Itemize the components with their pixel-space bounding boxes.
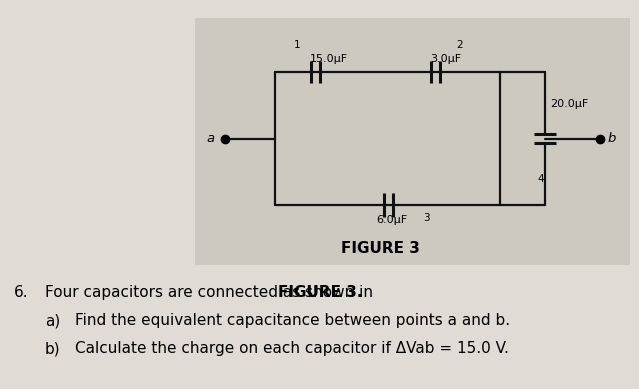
FancyBboxPatch shape xyxy=(195,18,630,265)
Text: Four capacitors are connected as shown in: Four capacitors are connected as shown i… xyxy=(45,285,378,300)
Text: 4: 4 xyxy=(537,173,544,184)
Text: a: a xyxy=(207,132,215,145)
Text: 20.0μF: 20.0μF xyxy=(550,98,589,109)
Text: Find the equivalent capacitance between points a and b.: Find the equivalent capacitance between … xyxy=(75,313,510,328)
Text: 1: 1 xyxy=(294,40,300,50)
Text: a): a) xyxy=(45,313,60,328)
Text: b): b) xyxy=(45,341,61,356)
Text: FIGURE 3.: FIGURE 3. xyxy=(278,285,362,300)
Text: 6.: 6. xyxy=(14,285,29,300)
Text: b: b xyxy=(608,132,617,145)
Text: 3.0μF: 3.0μF xyxy=(430,54,461,64)
Text: FIGURE 3: FIGURE 3 xyxy=(341,240,419,256)
Text: 2: 2 xyxy=(457,40,463,50)
Text: 15.0μF: 15.0μF xyxy=(310,54,348,64)
Text: Calculate the charge on each capacitor if ΔVab = 15.0 V.: Calculate the charge on each capacitor i… xyxy=(75,341,509,356)
Text: 6.0μF: 6.0μF xyxy=(376,215,407,225)
Text: 3: 3 xyxy=(423,213,429,223)
